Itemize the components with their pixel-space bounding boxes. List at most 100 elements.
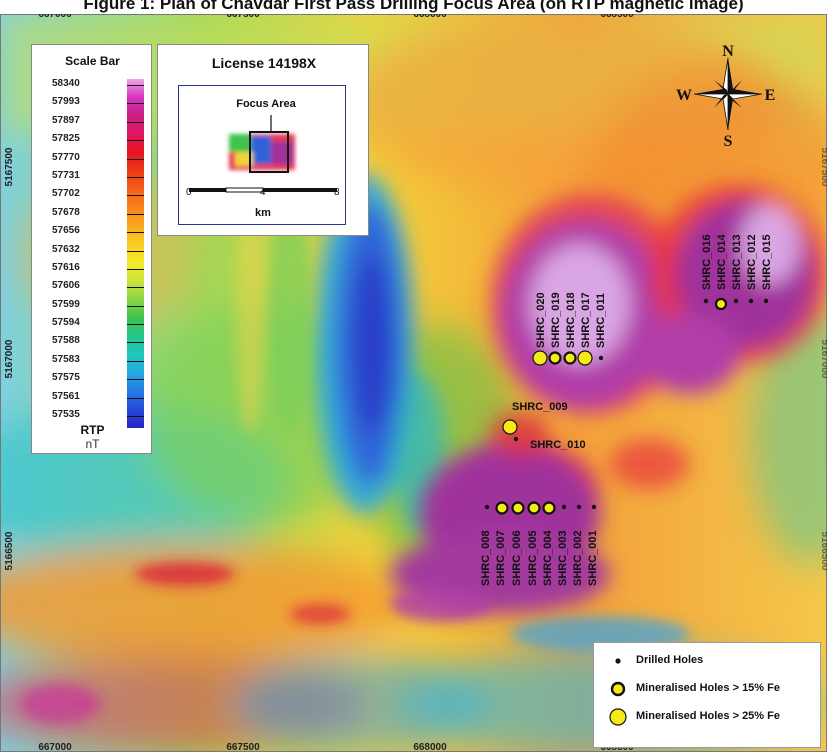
scale-bar-value: 57731 <box>52 169 80 181</box>
hole-marker[interactable] <box>484 504 490 510</box>
scale-bar-tick <box>127 85 144 86</box>
scale-bar-tick <box>127 103 144 105</box>
hole-label: SHRC_019 <box>550 292 562 348</box>
scale-bar-value: 57616 <box>52 261 80 273</box>
scale-bar-row: 57702 <box>38 188 150 209</box>
hole-label: SHRC_012 <box>746 234 758 290</box>
x-tick-top-3: 668500 <box>600 14 634 20</box>
scale-bar-value: 57897 <box>52 114 80 126</box>
compass-s: S <box>724 133 733 150</box>
legend-label: Mineralised Holes > 15% Fe <box>636 682 780 694</box>
scale-bar-row: 57583 <box>38 354 150 375</box>
focus-area-label: Focus Area <box>236 98 296 110</box>
focus-area-box <box>249 131 289 173</box>
hole-marker[interactable] <box>748 298 754 304</box>
hole-marker[interactable] <box>733 298 739 304</box>
hole-label: SHRC_003 <box>557 530 569 586</box>
hole-label: SHRC_004 <box>542 529 554 586</box>
hole-label: SHRC_005 <box>527 530 539 586</box>
hole-marker[interactable] <box>548 351 562 365</box>
y-tick-labels-right: 5167500 5167000 5166500 <box>819 148 827 571</box>
hole-marker[interactable] <box>542 501 556 515</box>
mineralised-15-icon <box>610 681 626 697</box>
scale-bar-value: 57993 <box>52 96 80 108</box>
scale-bar-swatch <box>127 170 144 190</box>
scale-bar-row: 57993 <box>38 96 150 117</box>
inset-title: License 14198X <box>211 55 317 71</box>
hole-label: SHRC_009 <box>512 401 568 413</box>
scale-bar-row: 57616 <box>38 261 150 283</box>
scale-bar-row: 57561 <box>38 391 150 412</box>
hole-marker[interactable] <box>598 355 604 361</box>
drill-group-single: SHRC_009 SHRC_010 <box>502 401 586 451</box>
legend-item-gt25: Mineralised Holes > 25% Fe <box>608 707 818 731</box>
scale-bar-swatch <box>127 97 144 116</box>
magnetic-image <box>0 14 827 752</box>
hole-marker[interactable] <box>563 351 577 365</box>
scale-bar-row: 57825 <box>38 133 150 154</box>
scale-bar-value: 57702 <box>52 188 80 200</box>
hole-marker[interactable] <box>703 298 709 304</box>
scale-bar-tick <box>127 232 144 234</box>
hole-marker[interactable] <box>513 436 519 442</box>
hole-marker[interactable] <box>714 297 728 311</box>
hole-marker[interactable] <box>561 504 567 510</box>
mineralised-25-icon <box>609 708 627 726</box>
scale-bar-title: Scale Bar <box>65 54 120 68</box>
hole-marker[interactable] <box>763 298 769 304</box>
x-tick-top-0: 667000 <box>38 14 72 20</box>
hole-marker[interactable] <box>527 501 541 515</box>
y-tick-right-1: 5167000 <box>819 340 827 379</box>
drill-group-northeast: SHRC_016 SHRC_014 SHRC_013 SHRC_012 SHRC… <box>701 233 773 311</box>
figure-title: Figure 1: Plan of Chavdar First Pass Dri… <box>83 0 744 13</box>
scale-bar-swatch <box>127 244 144 263</box>
legend-label: Drilled Holes <box>636 654 704 666</box>
hole-label: SHRC_007 <box>495 530 507 586</box>
scale-bar-row: 58340 <box>38 78 150 99</box>
scale-bar-value: 57825 <box>52 133 80 145</box>
hole-label: SHRC_018 <box>565 292 577 348</box>
hole-marker[interactable] <box>502 419 518 435</box>
hole-marker[interactable] <box>576 504 582 510</box>
scale-bar-value: 57588 <box>52 335 80 347</box>
x-tick-labels-top: 667000 667500 668000 668500 <box>38 14 634 20</box>
inset-map-box: Focus Area 0 4 8 <box>178 85 346 225</box>
hole-label: SHRC_010 <box>530 439 586 451</box>
scale-bar-value: 57632 <box>52 243 80 255</box>
hole-label: SHRC_014 <box>716 233 728 290</box>
hole-marker[interactable] <box>495 501 509 515</box>
hole-label: SHRC_008 <box>480 530 492 586</box>
hole-marker[interactable] <box>511 501 525 515</box>
drilled-hole-icon <box>615 658 621 664</box>
scale-bar-unit-label: RTP <box>80 423 105 437</box>
scale-bar-row: 57656 <box>38 225 150 246</box>
hole-marker[interactable] <box>577 350 593 366</box>
scale-bar-swatch <box>127 299 144 319</box>
scale-bar-tick <box>127 287 144 289</box>
scale-bar-swatch <box>127 79 144 98</box>
legend-label: Mineralised Holes > 25% Fe <box>636 710 780 722</box>
hole-marker[interactable] <box>591 504 597 510</box>
x-tick-top-2: 668000 <box>413 14 447 20</box>
scale-bar-tick <box>127 416 144 418</box>
scale-bar-value: 57678 <box>52 206 80 218</box>
scale-bar-value: 57770 <box>52 151 80 163</box>
map-frame: 667000 667500 668000 668500 667000 66750… <box>0 14 827 752</box>
scale-bar-tick <box>127 250 144 252</box>
scale-bar-swatch <box>127 226 144 245</box>
hole-marker[interactable] <box>532 350 548 366</box>
hole-label: SHRC_016 <box>701 234 713 290</box>
x-tick-bottom-2: 668000 <box>413 742 447 752</box>
scale-bar-row: 57606 <box>38 280 150 301</box>
scale-bar-tick <box>127 360 144 362</box>
scale-bar-value: 58340 <box>52 78 80 89</box>
scale-bar-row: 57770 <box>38 151 150 173</box>
scale-bar-swatch <box>127 134 144 153</box>
compass-w: W <box>676 87 692 104</box>
inset-scale-tick-0: 0 <box>186 187 192 198</box>
scale-bar-row: 57588 <box>38 335 150 356</box>
scale-bar-value: 57594 <box>52 317 80 329</box>
scale-bar-swatch <box>127 354 144 374</box>
scale-bar-swatch <box>127 152 144 171</box>
y-tick-right-2: 5166500 <box>819 532 827 571</box>
